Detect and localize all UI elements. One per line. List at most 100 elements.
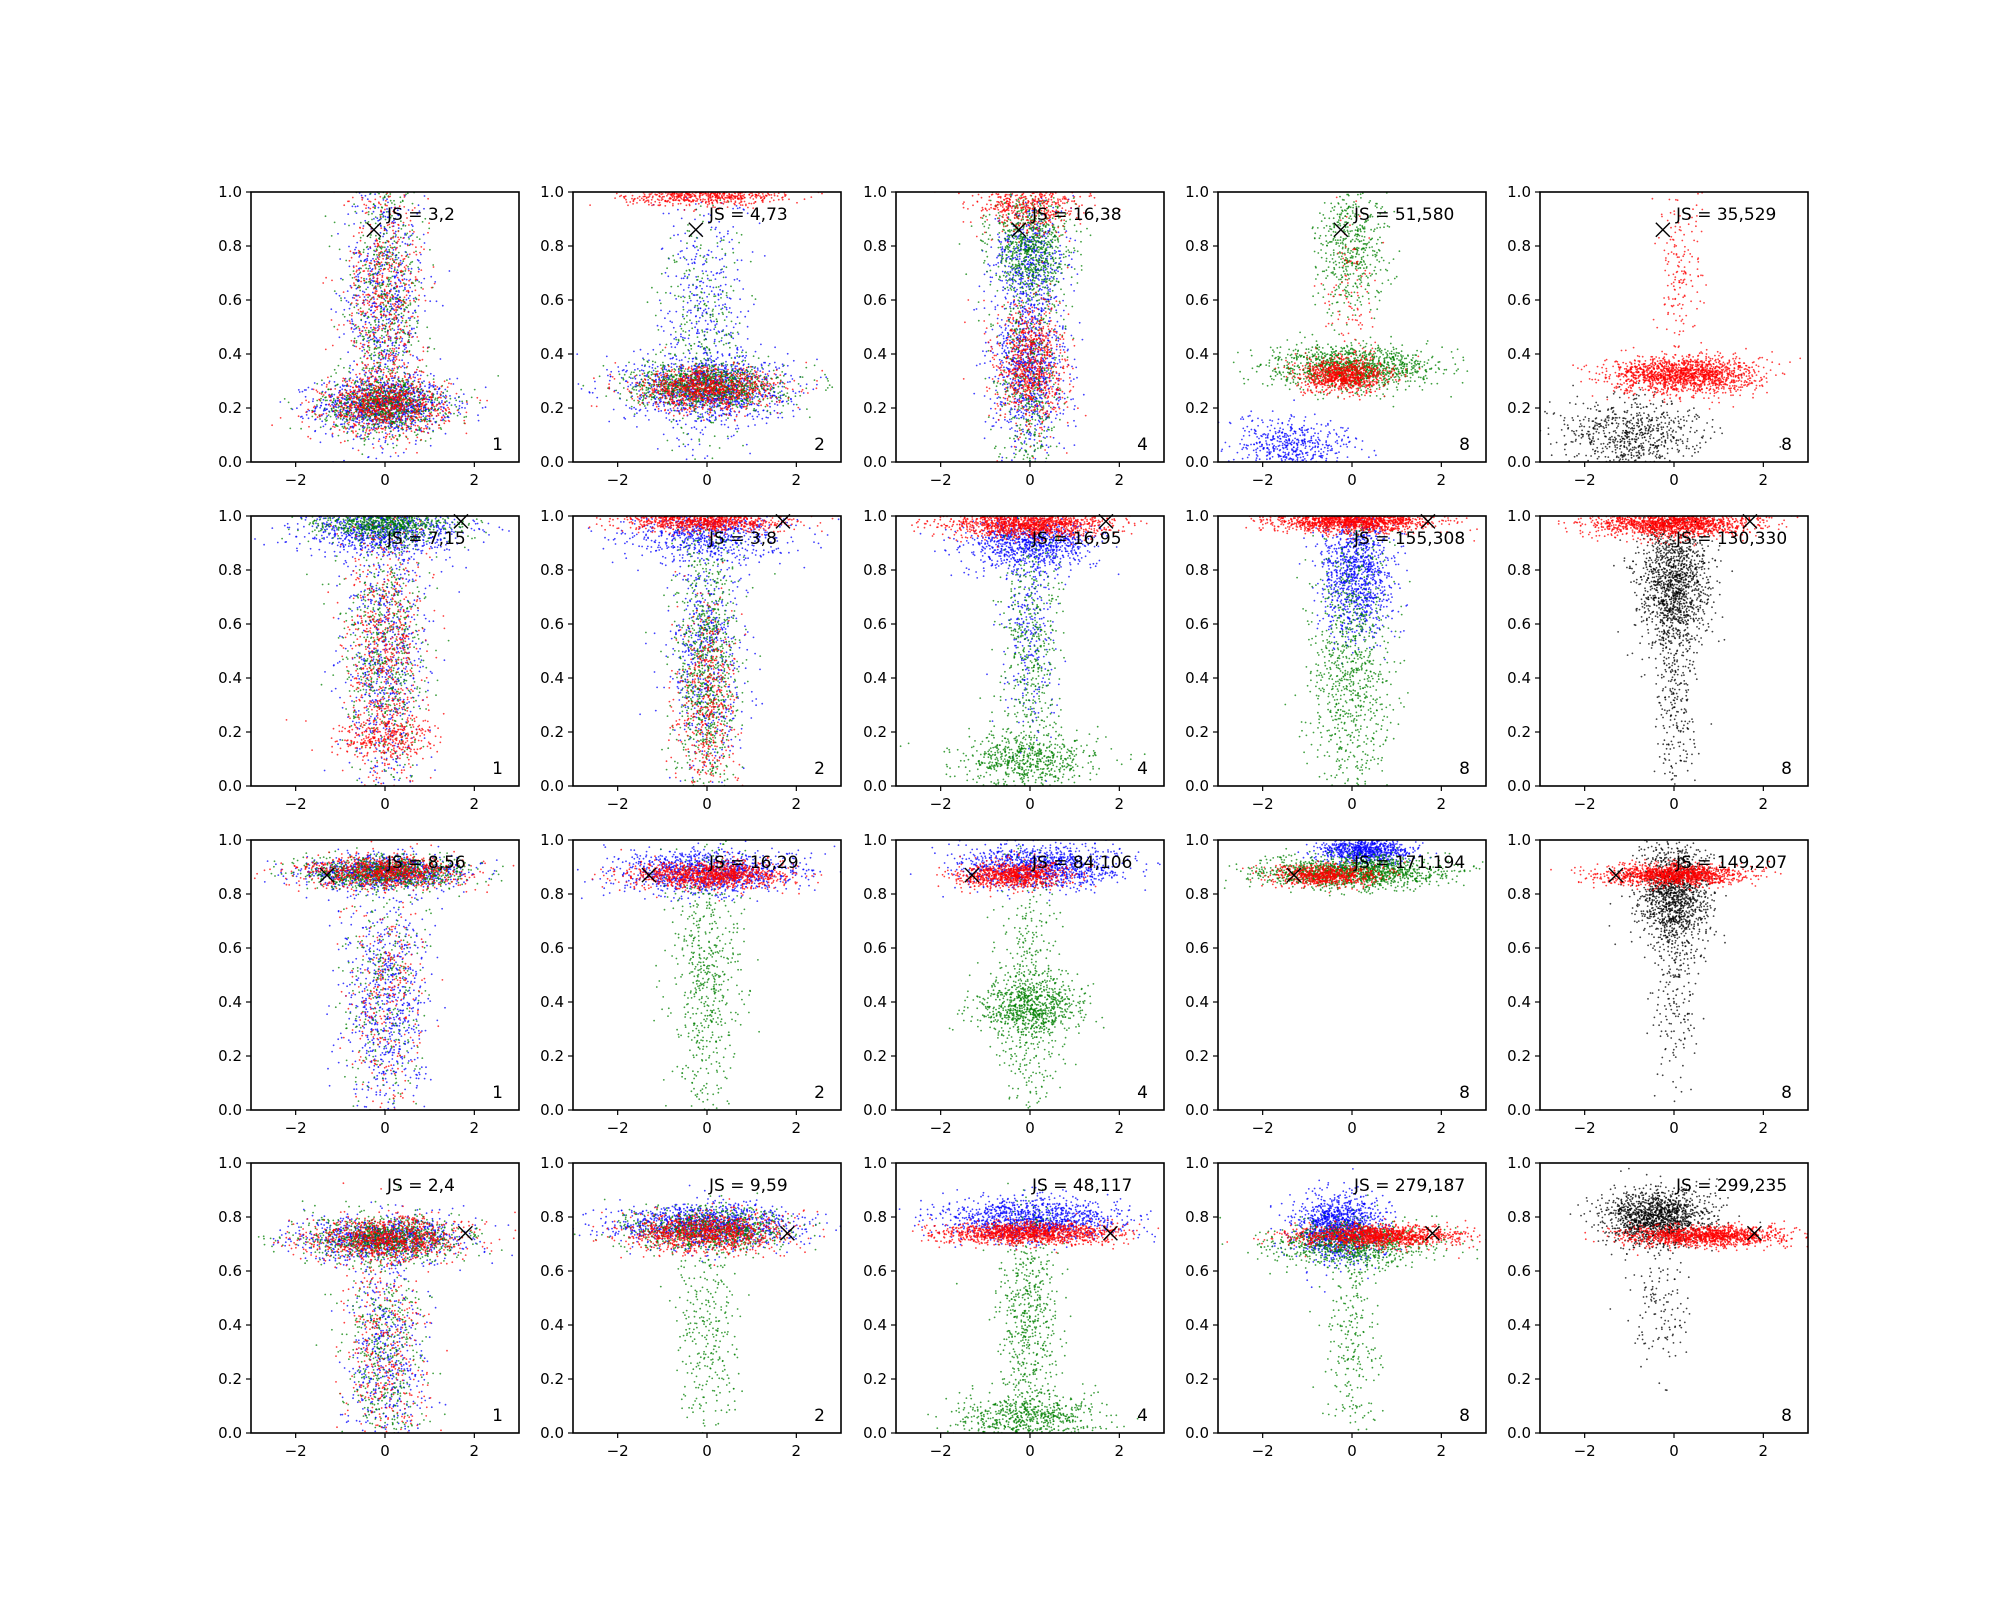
scatter-point	[405, 402, 407, 404]
scatter-point	[438, 401, 440, 403]
scatter-point	[366, 419, 368, 421]
scatter-point	[386, 388, 388, 390]
scatter-point	[383, 336, 385, 338]
scatter-point	[386, 407, 388, 409]
scatter-point	[406, 366, 408, 368]
scatter-point	[371, 370, 373, 372]
scatter-point	[401, 262, 403, 264]
scatter-point	[576, 353, 578, 355]
scatter-point	[334, 381, 336, 383]
scatter-point	[381, 398, 383, 400]
scatter-point	[357, 205, 359, 207]
scatter-point	[390, 430, 392, 432]
scatter-point	[355, 374, 357, 376]
scatter-point	[361, 195, 363, 197]
scatter-point	[365, 399, 367, 401]
scatter-point	[394, 313, 396, 315]
scatter-point	[331, 409, 333, 411]
scatter-point	[757, 367, 759, 369]
scatter-point	[436, 300, 438, 302]
scatter-point	[392, 226, 394, 228]
scatter-point	[392, 434, 394, 436]
scatter-point	[364, 259, 366, 261]
scatter-point	[787, 365, 789, 367]
scatter-point	[376, 387, 378, 389]
scatter-point	[362, 335, 364, 337]
scatter-point	[378, 387, 380, 389]
scatter-point	[415, 297, 417, 299]
scatter-point	[806, 383, 808, 385]
scatter-point	[391, 202, 393, 204]
scatter-point	[424, 417, 426, 419]
scatter-point	[740, 398, 742, 400]
scatter-point	[374, 243, 376, 245]
scatter-point	[379, 344, 381, 346]
scatter-point	[398, 352, 400, 354]
scatter-point	[391, 318, 393, 320]
scatter-point	[455, 400, 457, 402]
scatter-point	[346, 391, 348, 393]
scatter-point	[318, 399, 320, 401]
scatter-point	[416, 320, 418, 322]
scatter-point	[392, 395, 394, 397]
scatter-point	[340, 409, 342, 411]
scatter-point	[422, 390, 424, 392]
scatter-point	[354, 338, 356, 340]
scatter-point	[417, 425, 419, 427]
scatter-point	[375, 250, 377, 252]
scatter-point	[368, 308, 370, 310]
y-tick-label: 0.0	[218, 453, 242, 471]
scatter-point	[361, 197, 363, 199]
scatter-point	[486, 400, 488, 402]
scatter-point	[356, 312, 358, 314]
scatter-point	[369, 279, 371, 281]
scatter-point	[412, 406, 414, 408]
scatter-point	[402, 241, 404, 243]
scatter-point	[398, 239, 400, 241]
scatter-point	[335, 372, 337, 374]
scatter-point	[353, 416, 355, 418]
scatter-point	[374, 365, 376, 367]
scatter-point	[378, 263, 380, 265]
scatter-point	[413, 300, 415, 302]
scatter-point	[345, 416, 347, 418]
scatter-point	[396, 247, 398, 249]
scatter-point	[387, 246, 389, 248]
scatter-point	[413, 399, 415, 401]
scatter-point	[421, 420, 423, 422]
scatter-point	[338, 407, 340, 409]
scatter-point	[449, 395, 451, 397]
scatter-point	[378, 252, 380, 254]
scatter-point	[463, 416, 465, 418]
scatter-point	[382, 258, 384, 260]
scatter-point	[378, 207, 380, 209]
scatter-point	[373, 409, 375, 411]
scatter-point	[393, 260, 395, 262]
scatter-point	[380, 308, 382, 310]
scatter-point	[416, 369, 418, 371]
scatter-point	[389, 411, 391, 413]
scatter-point	[366, 387, 368, 389]
scatter-point	[409, 442, 411, 444]
scatter-point	[395, 282, 397, 284]
scatter-point	[356, 376, 358, 378]
scatter-point	[427, 423, 429, 425]
scatter-point	[422, 359, 424, 361]
scatter-point	[639, 398, 641, 400]
scatter-point	[386, 412, 388, 414]
scatter-point	[315, 414, 317, 416]
scatter-point	[394, 368, 396, 370]
scatter-point	[396, 381, 398, 383]
scatter-point	[381, 369, 383, 371]
scatter-point	[386, 396, 388, 398]
scatter-point	[379, 337, 381, 339]
scatter-point	[450, 383, 452, 385]
scatter-point	[359, 332, 361, 334]
scatter-point	[395, 257, 397, 259]
scatter-point	[444, 396, 446, 398]
scatter-point	[420, 246, 422, 248]
scatter-point	[409, 319, 411, 321]
scatter-point	[356, 269, 358, 271]
scatter-point	[381, 452, 383, 454]
scatter-point	[429, 338, 431, 340]
